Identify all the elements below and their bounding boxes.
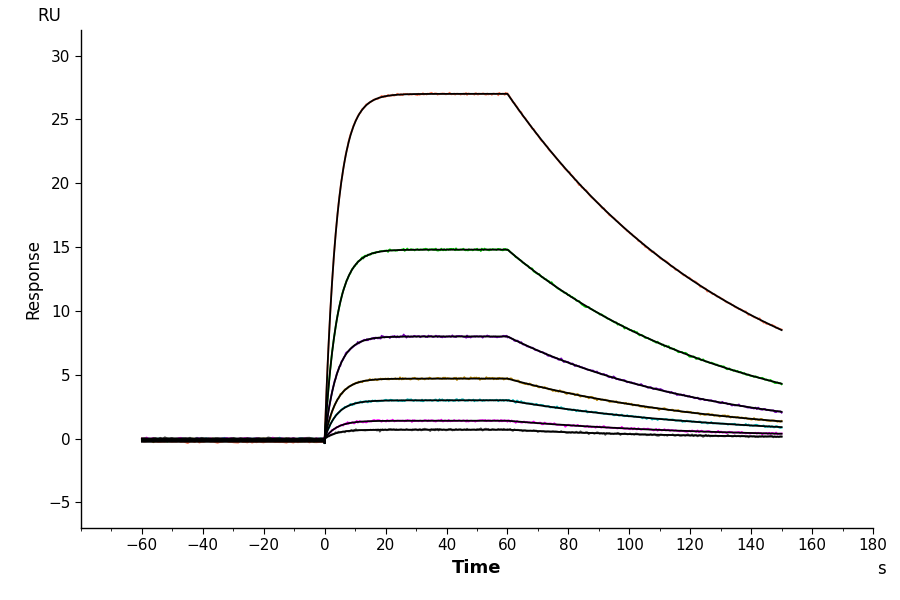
X-axis label: Time: Time <box>452 559 502 577</box>
Text: RU: RU <box>38 7 61 25</box>
Text: s: s <box>877 560 886 578</box>
Y-axis label: Response: Response <box>24 239 42 319</box>
